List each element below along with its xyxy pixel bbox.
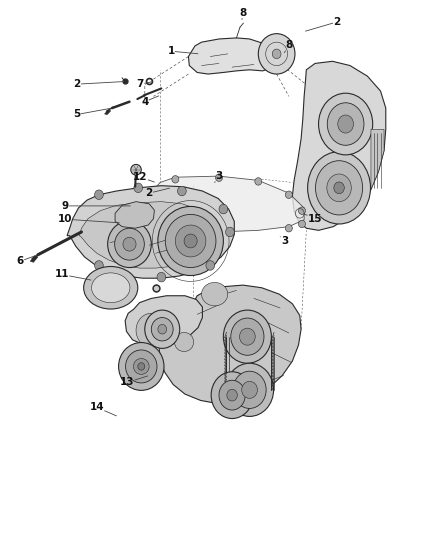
Text: 7: 7 <box>137 79 152 89</box>
Ellipse shape <box>334 182 344 193</box>
Polygon shape <box>292 61 386 230</box>
Polygon shape <box>152 176 304 233</box>
Ellipse shape <box>131 165 141 175</box>
Ellipse shape <box>298 207 305 214</box>
Ellipse shape <box>215 174 223 181</box>
Text: 11: 11 <box>55 270 91 280</box>
Ellipse shape <box>145 310 180 349</box>
Ellipse shape <box>157 272 166 282</box>
Ellipse shape <box>242 381 258 398</box>
Ellipse shape <box>201 282 228 306</box>
Ellipse shape <box>158 325 166 334</box>
Ellipse shape <box>119 343 164 390</box>
Polygon shape <box>159 285 301 403</box>
Ellipse shape <box>175 225 206 257</box>
Ellipse shape <box>286 224 292 232</box>
Text: 1: 1 <box>167 46 198 56</box>
Ellipse shape <box>165 214 216 268</box>
Text: 8: 8 <box>284 41 293 53</box>
Ellipse shape <box>123 237 136 251</box>
Ellipse shape <box>226 364 274 416</box>
Ellipse shape <box>327 174 351 201</box>
Ellipse shape <box>211 372 253 418</box>
Ellipse shape <box>240 328 255 345</box>
Ellipse shape <box>115 228 145 260</box>
Ellipse shape <box>298 220 305 228</box>
Text: 8: 8 <box>240 8 247 20</box>
Ellipse shape <box>231 318 264 356</box>
Text: 4: 4 <box>141 96 159 107</box>
Ellipse shape <box>172 229 179 236</box>
Ellipse shape <box>227 389 237 401</box>
Ellipse shape <box>223 310 272 364</box>
Text: 12: 12 <box>133 172 154 182</box>
Polygon shape <box>79 201 215 268</box>
Ellipse shape <box>219 204 228 214</box>
Ellipse shape <box>158 206 223 276</box>
Text: 5: 5 <box>74 108 111 119</box>
Text: 3: 3 <box>280 236 288 246</box>
Polygon shape <box>67 185 234 278</box>
Ellipse shape <box>318 93 373 155</box>
Ellipse shape <box>315 161 363 215</box>
Text: 2: 2 <box>145 188 170 198</box>
Ellipse shape <box>95 261 103 270</box>
Ellipse shape <box>258 34 295 74</box>
Ellipse shape <box>177 186 186 196</box>
Ellipse shape <box>84 266 138 309</box>
Text: 2: 2 <box>74 79 124 89</box>
Ellipse shape <box>307 152 371 224</box>
Polygon shape <box>188 38 276 74</box>
Ellipse shape <box>95 190 103 199</box>
Ellipse shape <box>206 261 215 270</box>
Ellipse shape <box>174 333 194 352</box>
Ellipse shape <box>327 103 364 146</box>
Polygon shape <box>125 296 202 346</box>
Text: 10: 10 <box>58 214 120 224</box>
Ellipse shape <box>233 371 266 408</box>
Ellipse shape <box>126 350 157 383</box>
Ellipse shape <box>272 49 281 59</box>
Text: 2: 2 <box>305 17 340 31</box>
Ellipse shape <box>226 227 234 237</box>
Ellipse shape <box>255 177 262 185</box>
Ellipse shape <box>136 313 166 348</box>
Ellipse shape <box>172 175 179 183</box>
Ellipse shape <box>138 363 145 370</box>
Ellipse shape <box>184 234 197 248</box>
Ellipse shape <box>215 228 223 236</box>
Ellipse shape <box>92 273 130 303</box>
Ellipse shape <box>151 318 173 341</box>
Text: 15: 15 <box>304 214 322 224</box>
Ellipse shape <box>286 191 292 198</box>
Polygon shape <box>371 130 384 189</box>
Ellipse shape <box>134 183 143 192</box>
Polygon shape <box>115 201 154 228</box>
Text: 6: 6 <box>17 255 36 266</box>
Polygon shape <box>105 110 111 115</box>
Text: 13: 13 <box>120 376 148 387</box>
Ellipse shape <box>219 380 245 410</box>
Ellipse shape <box>134 359 149 374</box>
Text: 14: 14 <box>89 402 117 416</box>
Text: 3: 3 <box>215 171 223 182</box>
Ellipse shape <box>338 115 353 133</box>
Polygon shape <box>30 256 38 262</box>
Text: 9: 9 <box>62 201 130 211</box>
Ellipse shape <box>108 221 151 268</box>
